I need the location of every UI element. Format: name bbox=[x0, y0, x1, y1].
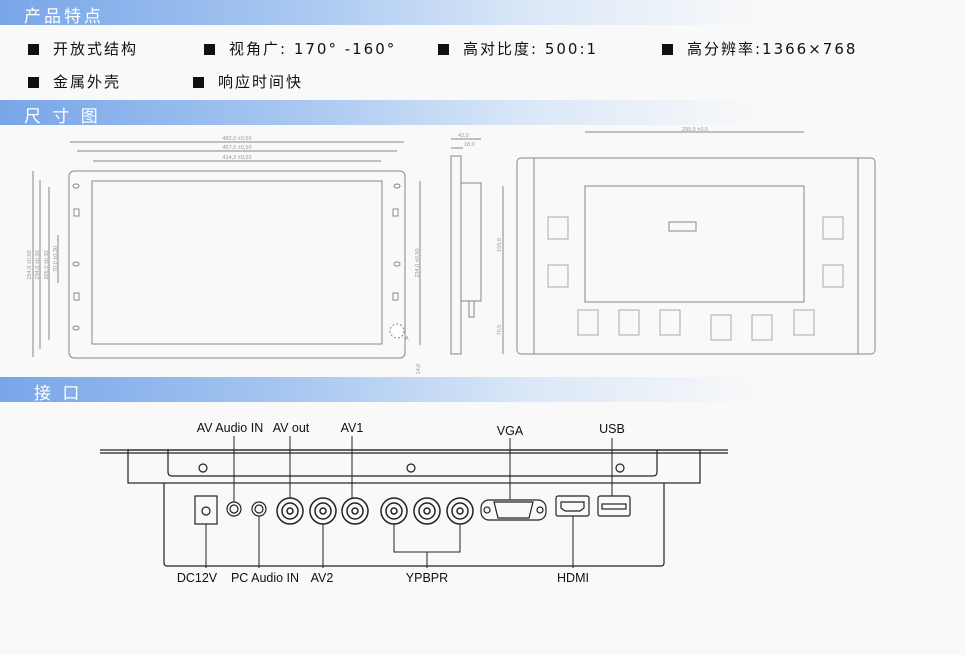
audio-jack-icon bbox=[226, 501, 267, 517]
feature-text: 开放式结构 bbox=[53, 40, 139, 58]
port-label: AV2 bbox=[311, 571, 334, 585]
dim-label: 70,0 ±0,30 bbox=[53, 246, 59, 272]
feature-item: 视角广: 170° -160° bbox=[204, 38, 396, 59]
feature-item: 高分辨率:1366×768 bbox=[662, 38, 857, 59]
feature-text: 高分辨率:1366×768 bbox=[687, 40, 858, 58]
bullet-icon bbox=[662, 44, 673, 55]
dim-label: 42,0 bbox=[458, 133, 469, 139]
port-label: YPBPR bbox=[406, 571, 448, 585]
dim-label: 155,8 bbox=[497, 238, 503, 252]
screw-icon bbox=[198, 463, 625, 473]
back-view: 295,5 ±0,5 155,8 70,5 bbox=[497, 127, 876, 355]
port-label: AV1 bbox=[341, 421, 364, 435]
vga-port-icon bbox=[480, 499, 547, 521]
dimension-drawing: 482,0 ±0,50 457,0 ±0,50 414,2 ±0,50 254,… bbox=[27, 127, 876, 374]
dim-label: 295,5 ±0,5 bbox=[682, 127, 708, 133]
bullet-icon bbox=[204, 44, 215, 55]
section-header-features: 产品特点 bbox=[0, 0, 760, 27]
section-title: 产品特点 bbox=[24, 7, 104, 27]
port-label: VGA bbox=[497, 424, 524, 438]
section-header-interface: 接 口 bbox=[0, 377, 760, 404]
port-label: USB bbox=[599, 422, 625, 436]
dim-label: 14,0 bbox=[416, 364, 422, 375]
bnc-connector-icon bbox=[276, 497, 474, 525]
feature-text: 视角广: 170° -160° bbox=[229, 40, 397, 58]
feature-text: 响应时间快 bbox=[218, 73, 304, 91]
port-label: AV out bbox=[273, 421, 310, 435]
port-label: PC Audio IN bbox=[231, 571, 299, 585]
dim-label: 70,5 bbox=[497, 325, 503, 336]
port-label: AV Audio IN bbox=[197, 421, 263, 435]
dim-label: A bbox=[405, 336, 409, 342]
dim-label: 234,0 ±0,30 bbox=[35, 250, 41, 279]
dim-label: 18,0 bbox=[464, 142, 475, 148]
dc-jack-icon bbox=[194, 495, 218, 525]
dim-label: 482,0 ±0,50 bbox=[222, 136, 251, 142]
bullet-icon bbox=[28, 77, 39, 88]
feature-item: 响应时间快 bbox=[193, 71, 303, 92]
dim-label: 254,0 ±0,50 bbox=[27, 250, 33, 279]
section-header-dimensions: 尺 寸 图 bbox=[0, 100, 760, 127]
bullet-icon bbox=[28, 44, 39, 55]
bullet-icon bbox=[193, 77, 204, 88]
feature-item: 开放式结构 bbox=[28, 38, 138, 59]
side-view: 42,0 18,0 bbox=[450, 133, 482, 355]
dim-label: 414,2 ±0,50 bbox=[222, 155, 251, 161]
port-label: HDMI bbox=[557, 571, 589, 585]
section-title: 尺 寸 图 bbox=[24, 107, 101, 127]
leader-lines bbox=[205, 436, 613, 568]
dim-label: 457,0 ±0,50 bbox=[222, 145, 251, 151]
bullet-icon bbox=[438, 44, 449, 55]
port-label: DC12V bbox=[177, 571, 218, 585]
feature-item: 金属外壳 bbox=[28, 71, 121, 92]
dim-label: 205,0 ±0,30 bbox=[44, 250, 50, 279]
hdmi-port-icon bbox=[555, 495, 590, 517]
dim-label: 234,0 ±0,50 bbox=[415, 248, 421, 277]
usb-port-icon bbox=[597, 495, 631, 517]
feature-item: 高对比度: 500:1 bbox=[438, 38, 598, 59]
feature-text: 金属外壳 bbox=[53, 73, 122, 91]
interface-drawing: AV Audio IN AV out AV1 VGA USB DC12V PC … bbox=[100, 421, 728, 585]
front-view: 482,0 ±0,50 457,0 ±0,50 414,2 ±0,50 254,… bbox=[27, 136, 422, 374]
feature-text: 高对比度: 500:1 bbox=[463, 40, 599, 58]
section-title: 接 口 bbox=[34, 384, 83, 404]
